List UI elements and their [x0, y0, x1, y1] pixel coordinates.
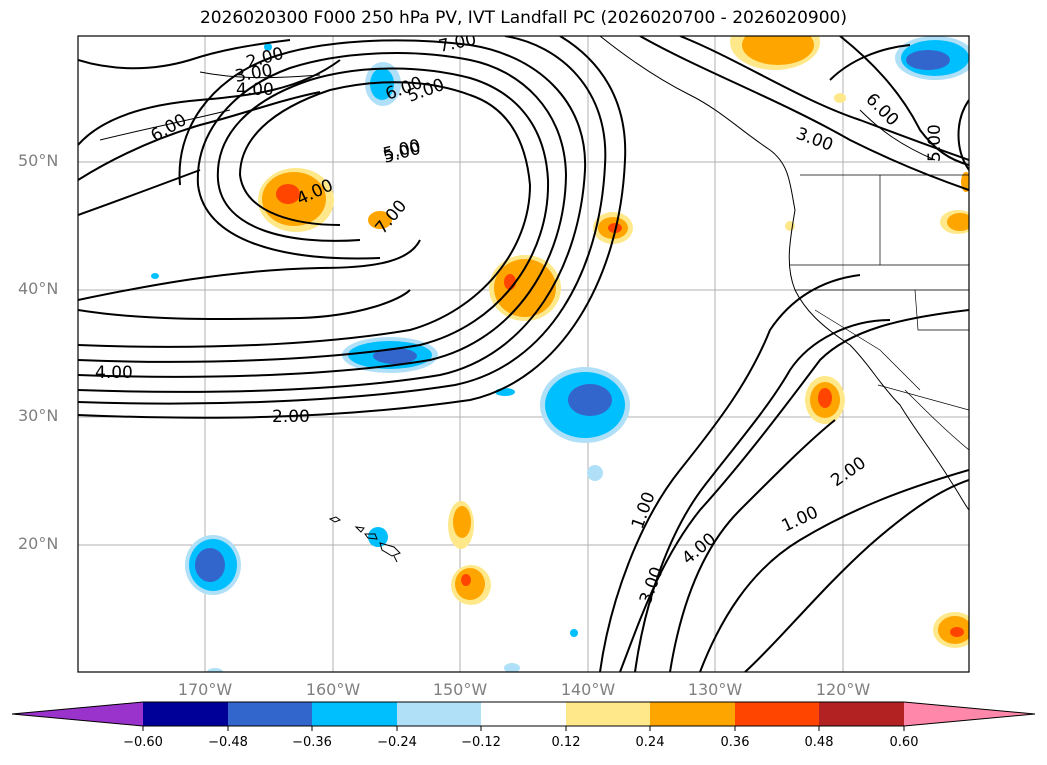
lon-label: 130°W: [687, 680, 743, 699]
colorbar-tick-label: −0.12: [461, 735, 501, 750]
colorbar-segment: [566, 702, 650, 726]
map-title: 2026020300 F000 250 hPa PV, IVT Landfall…: [199, 8, 847, 28]
colorbar-under-arrow: [12, 702, 143, 726]
lat-label: 50°N: [18, 151, 59, 170]
lat-label: 30°N: [18, 406, 59, 425]
colorbar-segment: [228, 702, 312, 726]
colorbar-tick-label: 0.48: [804, 735, 834, 750]
contour-label: 4.00: [236, 80, 274, 100]
colorbar-segment: [650, 702, 735, 726]
lat-label: 40°N: [18, 279, 59, 298]
contour-label: 5.00: [925, 124, 945, 162]
contour-label: 2.00: [272, 407, 310, 427]
colorbar-segment: [735, 702, 819, 726]
colorbar-over-arrow: [904, 702, 1035, 726]
colorbar-segment: [397, 702, 481, 726]
lon-label: 150°W: [432, 680, 488, 699]
lon-label: 140°W: [560, 680, 616, 699]
lat-label: 20°N: [18, 534, 59, 553]
colorbar: [11, 701, 1036, 731]
colorbar-tick-label: −0.60: [123, 735, 163, 750]
contour-label: 4.00: [95, 363, 133, 383]
lon-label: 160°W: [305, 680, 361, 699]
colorbar-segment: [481, 702, 566, 726]
coastlines: [99, 36, 969, 511]
colorbar-segment: [143, 702, 228, 726]
colorbar-tick-label: −0.36: [292, 735, 332, 750]
map-frame: [77, 35, 970, 673]
colorbar-tick-label: 0.36: [720, 735, 750, 750]
colorbar-tick-label: 0.60: [889, 735, 919, 750]
colorbar-tick-label: 0.24: [635, 735, 665, 750]
colorbar-tick-label: −0.24: [377, 735, 417, 750]
hawaii-islands: [328, 516, 401, 563]
gridlines: [78, 36, 969, 672]
colorbar-segment: [312, 702, 397, 726]
colorbar-tick-label: −0.48: [208, 735, 248, 750]
pv-contours: [78, 36, 969, 672]
lon-label: 170°W: [177, 680, 233, 699]
negative-anomaly: [151, 36, 969, 672]
colorbar-segment: [819, 702, 904, 726]
colorbar-tick-label: 0.12: [551, 735, 581, 750]
lon-label: 120°W: [815, 680, 871, 699]
